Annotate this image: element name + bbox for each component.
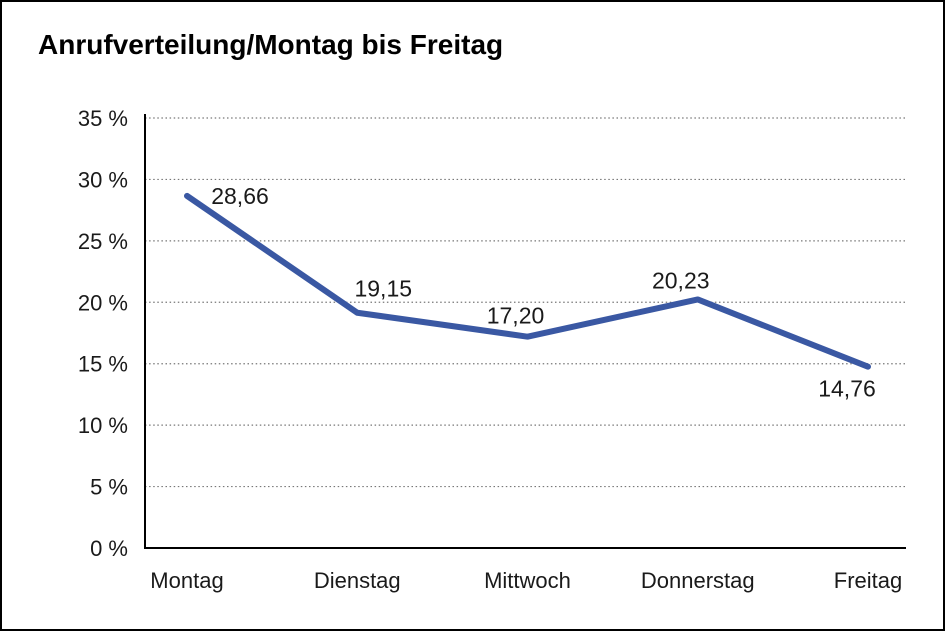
x-axis-category-label: Dienstag bbox=[314, 568, 401, 593]
y-axis-tick-label: 35 % bbox=[78, 106, 128, 131]
data-point-label: 14,76 bbox=[818, 376, 876, 402]
y-axis-tick-label: 0 % bbox=[90, 536, 128, 561]
y-axis-tick-label: 20 % bbox=[78, 290, 128, 315]
x-axis-category-label: Donnerstag bbox=[641, 568, 755, 593]
y-axis-tick-label: 10 % bbox=[78, 413, 128, 438]
y-axis-tick-label: 25 % bbox=[78, 229, 128, 254]
y-axis-tick-label: 15 % bbox=[78, 352, 128, 377]
data-point-label: 17,20 bbox=[487, 303, 545, 329]
data-series-line bbox=[184, 192, 871, 370]
data-point-label: 20,23 bbox=[652, 267, 710, 293]
data-point-label: 19,15 bbox=[354, 276, 412, 302]
x-axis-category-label: Freitag bbox=[834, 568, 902, 593]
chart-title: Anrufverteilung/Montag bis Freitag bbox=[38, 29, 504, 60]
data-point-label: 28,66 bbox=[211, 183, 269, 209]
y-axis-tick-label: 5 % bbox=[90, 475, 128, 500]
x-axis-category-label: Montag bbox=[150, 568, 223, 593]
x-axis-category-label: Mittwoch bbox=[484, 568, 571, 593]
y-axis-tick-label: 30 % bbox=[78, 167, 128, 192]
